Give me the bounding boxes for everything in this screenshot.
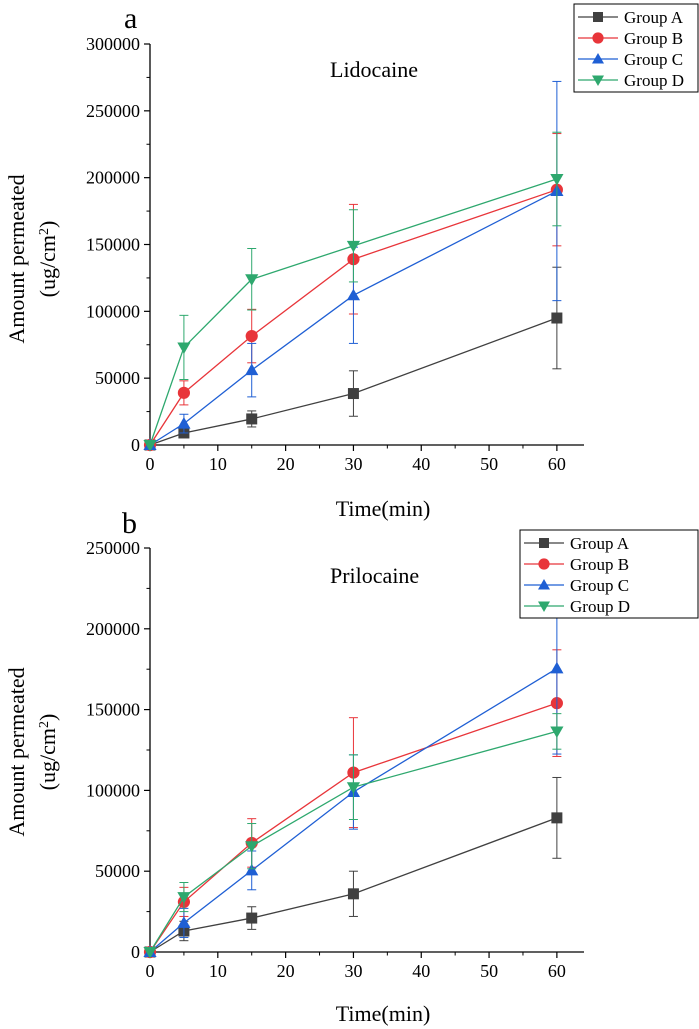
marker <box>347 388 359 400</box>
marker <box>245 363 259 376</box>
y-tick-label: 150000 <box>86 235 140 255</box>
marker <box>246 912 258 924</box>
legend-label: Group C <box>624 50 683 69</box>
x-tick-label: 10 <box>209 961 227 981</box>
legend-label: Group A <box>624 8 684 27</box>
panel-letter: a <box>124 2 137 35</box>
x-tick-label: 20 <box>277 961 295 981</box>
plot-area: 0 10 20 30 40 50 60 0 50000 100000 150000 200000 250… <box>86 538 584 981</box>
marker <box>346 288 361 301</box>
x-tick-label: 60 <box>548 961 566 981</box>
marker <box>592 32 604 44</box>
y-tick-label: 300000 <box>86 34 140 54</box>
y-axis-title-line1: Amount permeated <box>4 174 29 343</box>
marker <box>550 174 564 186</box>
marker <box>245 274 259 286</box>
y-tick-label: 150000 <box>86 700 140 720</box>
marker <box>538 601 550 612</box>
marker <box>538 579 550 590</box>
marker <box>143 947 157 959</box>
series-group-d <box>143 713 564 959</box>
y-tick-label: 250000 <box>86 101 140 121</box>
y-tick-label: 0 <box>131 942 140 962</box>
legend-label: Group A <box>570 534 630 553</box>
y-tick-label: 50000 <box>95 368 140 388</box>
marker <box>539 538 549 548</box>
y-tick-label: 100000 <box>86 780 140 800</box>
series-group-d <box>143 131 564 452</box>
legend: Group A Group B Group C Group D <box>573 3 699 93</box>
x-tick-label: 50 <box>480 454 498 474</box>
legend-label: Group D <box>570 597 630 616</box>
marker <box>346 782 361 794</box>
marker <box>551 312 563 324</box>
marker <box>177 916 191 928</box>
y-tick-label: 0 <box>131 435 140 455</box>
legend: Group A Group B Group C Group D <box>519 529 699 619</box>
marker <box>177 342 191 355</box>
panel-lidocaine: a Lidocaine 0 10 20 30 40 50 60 0 50000 100000 150… <box>4 2 699 521</box>
x-tick-label: 40 <box>412 961 430 981</box>
legend-label: Group B <box>624 29 683 48</box>
marker <box>245 841 259 853</box>
y-axis-title-line2: (ug/cm2) <box>35 714 60 791</box>
x-tick-label: 30 <box>344 961 362 981</box>
marker <box>177 892 191 904</box>
marker <box>347 888 359 900</box>
marker <box>177 417 191 429</box>
marker <box>592 53 604 64</box>
y-tick-label: 200000 <box>86 619 140 639</box>
x-tick-label: 30 <box>344 454 362 474</box>
x-tick-label: 0 <box>146 454 155 474</box>
y-tick-label: 200000 <box>86 168 140 188</box>
x-tick-label: 50 <box>480 961 498 981</box>
marker <box>551 812 563 824</box>
x-tick-label: 0 <box>146 961 155 981</box>
marker <box>245 863 259 876</box>
marker <box>245 329 258 343</box>
plot-area: 0 10 20 30 40 50 60 0 50000 100000 150000 200000 250… <box>86 34 584 474</box>
marker <box>143 440 157 452</box>
marker <box>177 386 191 399</box>
chart-title: Lidocaine <box>330 57 418 82</box>
y-axis-title-line2: (ug/cm2) <box>35 221 60 298</box>
marker <box>593 12 603 22</box>
marker <box>550 726 564 739</box>
x-tick-label: 20 <box>277 454 295 474</box>
legend-label: Group B <box>570 555 629 574</box>
y-tick-label: 50000 <box>95 861 140 881</box>
panel-letter: b <box>122 507 137 540</box>
marker <box>550 661 564 674</box>
panel-prilocaine: b Prilocaine 0 10 20 30 40 50 60 0 50000 100000 15… <box>4 507 699 1026</box>
legend-label: Group C <box>570 576 629 595</box>
marker <box>538 558 550 570</box>
y-tick-label: 250000 <box>86 538 140 558</box>
marker <box>592 75 604 86</box>
chart-title: Prilocaine <box>330 563 419 588</box>
y-tick-label: 100000 <box>86 301 140 321</box>
x-tick-label: 10 <box>209 454 227 474</box>
legend-box <box>519 529 699 619</box>
x-axis-title: Time(min) <box>336 496 431 521</box>
x-axis-title: Time(min) <box>336 1001 431 1026</box>
x-tick-label: 60 <box>548 454 566 474</box>
legend-label: Group D <box>624 71 684 90</box>
marker <box>346 240 361 253</box>
x-tick-label: 40 <box>412 454 430 474</box>
marker <box>246 413 258 425</box>
y-axis-title-line1: Amount permeated <box>4 667 29 836</box>
